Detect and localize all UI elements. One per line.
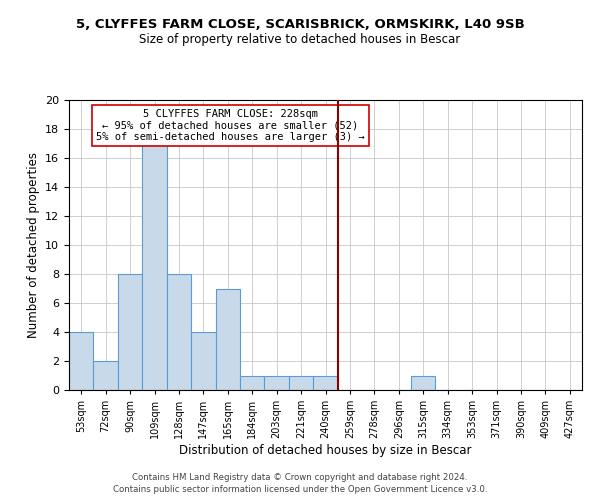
Bar xyxy=(118,274,142,390)
Bar xyxy=(142,144,167,390)
Text: Contains HM Land Registry data © Crown copyright and database right 2024.: Contains HM Land Registry data © Crown c… xyxy=(132,472,468,482)
Bar xyxy=(167,274,191,390)
Bar xyxy=(313,376,338,390)
Bar xyxy=(191,332,215,390)
Y-axis label: Number of detached properties: Number of detached properties xyxy=(26,152,40,338)
Bar xyxy=(215,288,240,390)
Bar xyxy=(411,376,436,390)
X-axis label: Distribution of detached houses by size in Bescar: Distribution of detached houses by size … xyxy=(179,444,472,457)
Text: Contains public sector information licensed under the Open Government Licence v3: Contains public sector information licen… xyxy=(113,485,487,494)
Bar xyxy=(69,332,94,390)
Text: 5 CLYFFES FARM CLOSE: 228sqm
← 95% of detached houses are smaller (52)
5% of sem: 5 CLYFFES FARM CLOSE: 228sqm ← 95% of de… xyxy=(96,108,365,142)
Bar xyxy=(240,376,265,390)
Bar xyxy=(289,376,313,390)
Bar xyxy=(94,361,118,390)
Text: Size of property relative to detached houses in Bescar: Size of property relative to detached ho… xyxy=(139,32,461,46)
Bar xyxy=(265,376,289,390)
Text: 5, CLYFFES FARM CLOSE, SCARISBRICK, ORMSKIRK, L40 9SB: 5, CLYFFES FARM CLOSE, SCARISBRICK, ORMS… xyxy=(76,18,524,30)
